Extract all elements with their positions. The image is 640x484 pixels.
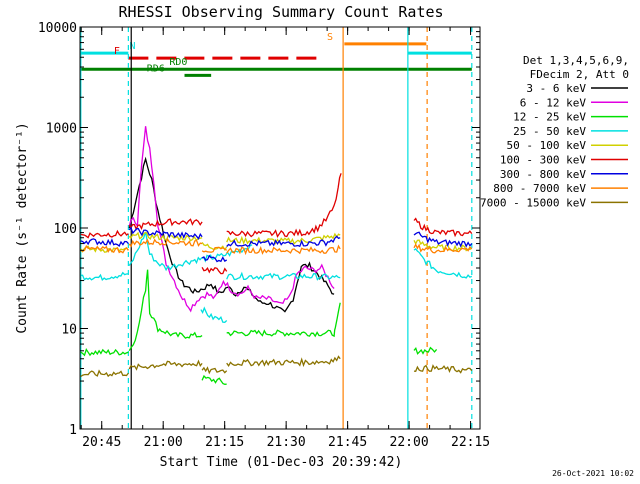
- series-line: [128, 231, 203, 242]
- series-line: [80, 238, 129, 248]
- series-line: [128, 226, 203, 240]
- flag-label: S: [327, 32, 333, 43]
- legend-entry-label: 100 - 300 keV: [500, 154, 586, 167]
- flag-label: N: [129, 41, 135, 52]
- x-tick-label: 21:00: [144, 435, 183, 450]
- flag-label: F: [114, 46, 120, 57]
- series-line: [128, 126, 335, 313]
- series-line: [80, 244, 129, 254]
- x-tick-label: 21:15: [205, 435, 244, 450]
- series-line: [128, 156, 335, 313]
- legend-entry-label: 25 - 50 keV: [513, 125, 586, 138]
- y-tick-label: 100: [54, 222, 77, 237]
- footer-date: 26-Oct-2021 10:02: [552, 469, 634, 478]
- x-tick-label: 22:00: [390, 435, 429, 450]
- series-line: [201, 266, 228, 275]
- y-tick-label: 1: [69, 423, 77, 438]
- x-axis: 20:45 21:00 21:15 21:30 21:45 22:00 22:15: [80, 27, 490, 450]
- series-line: [413, 239, 473, 253]
- legend-entry-label: 7000 - 15000 keV: [480, 196, 586, 209]
- legend-entry-label: 800 - 7000 keV: [493, 182, 586, 195]
- series-line: [80, 348, 129, 357]
- chart-title: RHESSI Observing Summary Count Rates: [118, 3, 443, 21]
- series-line: [226, 235, 341, 248]
- legend-header-1: Det 1,3,4,5,6,9,: [523, 54, 629, 67]
- series-line: [226, 302, 341, 338]
- series-line: [413, 248, 473, 279]
- series-line: [226, 355, 341, 368]
- series-line: [226, 271, 341, 281]
- series-line: [80, 245, 129, 253]
- x-tick-label: 20:45: [82, 435, 121, 450]
- series-lines: [80, 126, 473, 385]
- flag-label: RD6: [147, 63, 165, 74]
- series-line: [128, 231, 253, 272]
- legend-header-2: FDecim 2, Att 0: [530, 68, 629, 81]
- y-axis: 1 10 100 1000 10000: [38, 21, 480, 438]
- series-line: [201, 246, 228, 253]
- legend-entry-label: 6 - 12 keV: [520, 96, 587, 109]
- series-line: [226, 244, 341, 256]
- x-tick-label: 21:30: [267, 435, 306, 450]
- event-markers: [80, 27, 473, 429]
- flag-label: RD0: [169, 57, 187, 68]
- series-line: [413, 364, 473, 374]
- x-tick-label: 22:15: [451, 435, 490, 450]
- series-line: [128, 237, 203, 248]
- series-line: [201, 254, 228, 263]
- series-line: [80, 369, 129, 378]
- legend-entry-label: 3 - 6 keV: [526, 82, 586, 95]
- series-line: [128, 218, 203, 231]
- y-tick-label: 10: [61, 323, 77, 338]
- series-line: [201, 366, 228, 375]
- series-line: [226, 173, 342, 238]
- series-line: [413, 231, 473, 248]
- legend: Det 1,3,4,5,6,9, FDecim 2, Att 0 3 - 6 k…: [480, 54, 629, 209]
- legend-entry-label: 300 - 800 keV: [500, 168, 586, 181]
- x-tick-label: 21:45: [328, 435, 367, 450]
- series-line: [128, 359, 203, 371]
- series-line: [128, 269, 203, 352]
- series-line: [413, 243, 473, 254]
- y-tick-label: 1000: [46, 122, 77, 137]
- series-line: [413, 217, 473, 238]
- observing-flags: NF RD0 RD6 S: [80, 32, 472, 77]
- x-axis-label: Start Time (01-Dec-03 20:39:42): [160, 455, 403, 470]
- series-line: [80, 229, 129, 239]
- y-tick-label: 10000: [38, 21, 77, 36]
- series-line: [80, 271, 129, 282]
- series-line: [201, 374, 227, 385]
- y-axis-label: Count Rate (s⁻¹ detector⁻¹): [15, 122, 30, 333]
- series-line: [200, 306, 228, 323]
- legend-entry-label: 50 - 100 keV: [507, 139, 587, 152]
- plot-frame: [79, 26, 481, 430]
- series-line: [413, 346, 438, 355]
- legend-entry-label: 12 - 25 keV: [513, 111, 586, 124]
